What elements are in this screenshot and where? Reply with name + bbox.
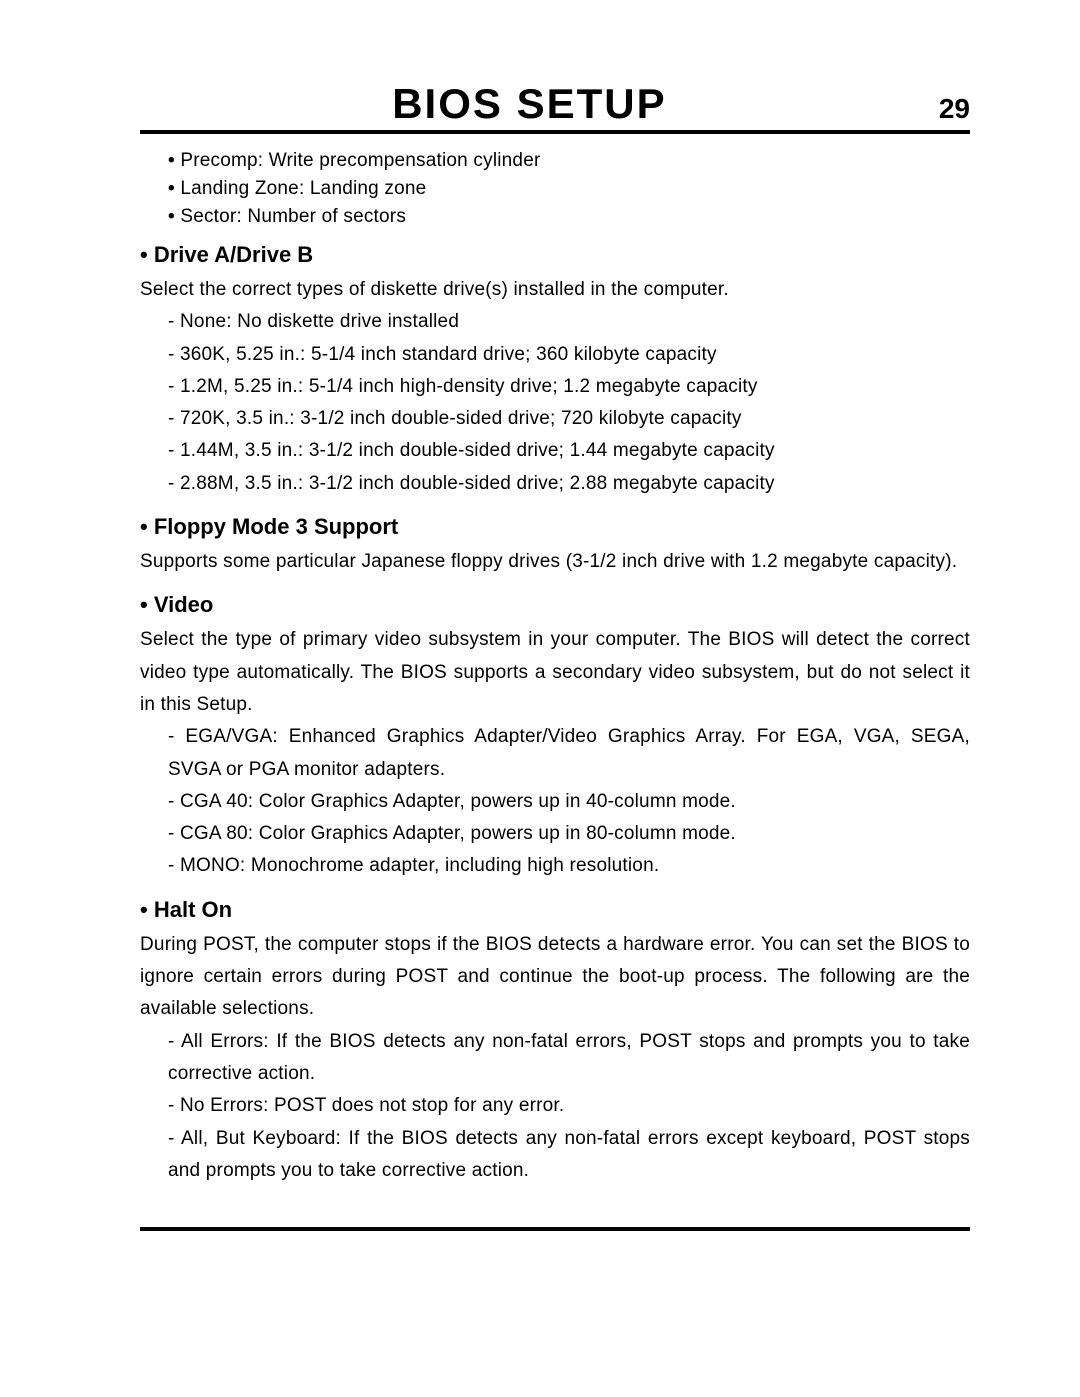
list-item: - 2.88M, 3.5 in.: 3-1/2 inch double-side… — [168, 468, 970, 500]
list-item: - CGA 40: Color Graphics Adapter, powers… — [168, 786, 970, 818]
list-item: - No Errors: POST does not stop for any … — [168, 1090, 970, 1122]
list-item: - None: No diskette drive installed — [168, 306, 970, 338]
list-item: - 1.44M, 3.5 in.: 3-1/2 inch double-side… — [168, 435, 970, 467]
section-heading-drive: Drive A/Drive B — [140, 242, 970, 268]
list-item: - All Errors: If the BIOS detects any no… — [168, 1026, 970, 1091]
page-header: BIOS SETUP 29 — [140, 80, 970, 134]
intro-item: Precomp: Write precompensation cylinder — [168, 150, 970, 172]
intro-item: Landing Zone: Landing zone — [168, 178, 970, 200]
list-item: - 360K, 5.25 in.: 5-1/4 inch standard dr… — [168, 339, 970, 371]
section-paragraph: Select the correct types of diskette dri… — [140, 274, 970, 306]
list-item: - 720K, 3.5 in.: 3-1/2 inch double-sided… — [168, 403, 970, 435]
section-heading-floppy: Floppy Mode 3 Support — [140, 514, 970, 540]
section-heading-video: Video — [140, 592, 970, 618]
page-title: BIOS SETUP — [140, 80, 919, 128]
list-item: - 1.2M, 5.25 in.: 5-1/4 inch high-densit… — [168, 371, 970, 403]
section-paragraph: Supports some particular Japanese floppy… — [140, 546, 970, 578]
page-number: 29 — [939, 93, 970, 125]
footer-rule — [140, 1227, 970, 1231]
intro-item: Sector: Number of sectors — [168, 206, 970, 228]
section-paragraph: Select the type of primary video subsyst… — [140, 624, 970, 721]
section-heading-halt: Halt On — [140, 897, 970, 923]
page-content: Precomp: Write precompensation cylinder … — [140, 150, 970, 1231]
section-paragraph: During POST, the computer stops if the B… — [140, 929, 970, 1026]
list-item: - All, But Keyboard: If the BIOS detects… — [168, 1123, 970, 1188]
list-item: - EGA/VGA: Enhanced Graphics Adapter/Vid… — [168, 721, 970, 786]
list-item: - CGA 80: Color Graphics Adapter, powers… — [168, 818, 970, 850]
list-item: - MONO: Monochrome adapter, including hi… — [168, 850, 970, 882]
